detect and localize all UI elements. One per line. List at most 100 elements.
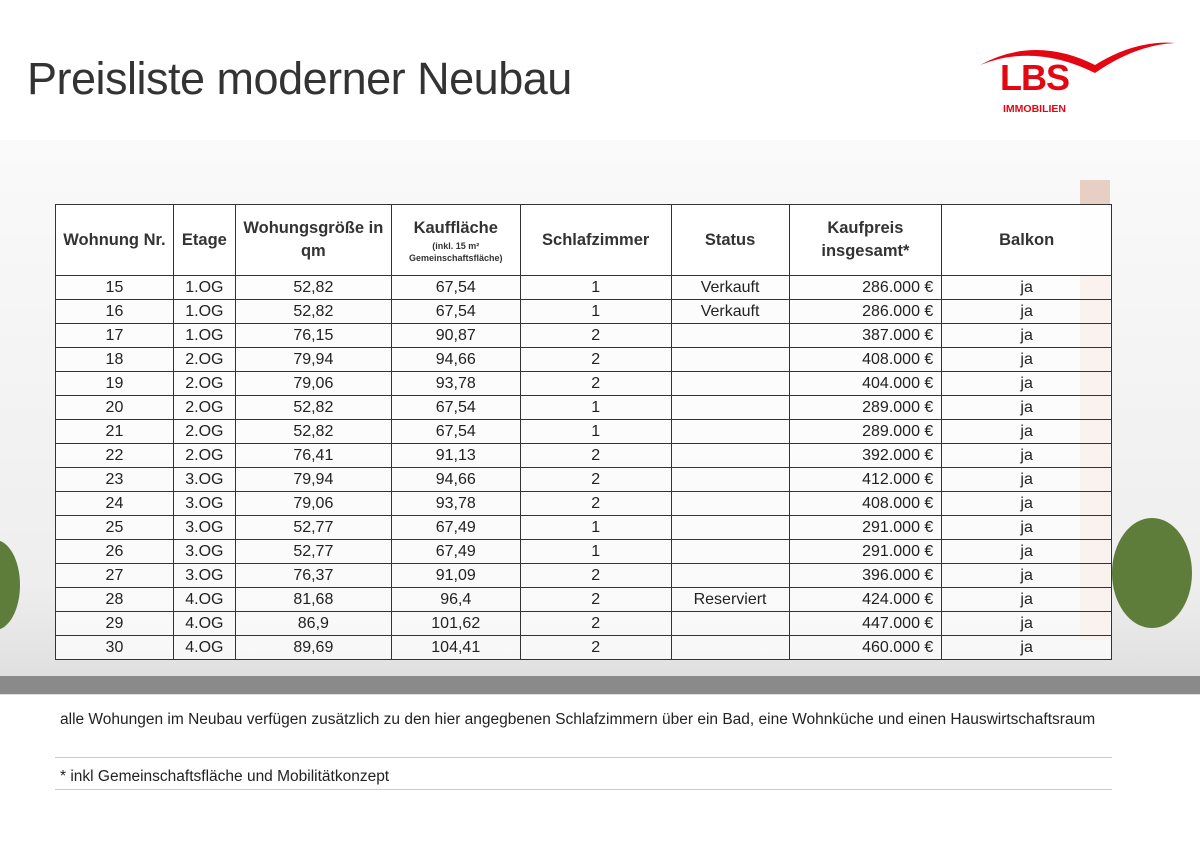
table-cell: 52,77 (234, 515, 392, 540)
table-cell: 93,78 (390, 491, 521, 516)
table-cell: 2.OG (172, 395, 236, 420)
table-cell: ja (941, 419, 1112, 444)
table-cell (670, 371, 790, 396)
table-cell: 3.OG (172, 491, 236, 516)
table-row: 28 4.OG 81,68 96,4 2 Reserviert 424.000 € ja (55, 587, 1112, 612)
table-cell: 79,94 (234, 347, 392, 372)
table-cell: 3.OG (172, 563, 236, 588)
table-cell: 286.000 € (788, 299, 943, 324)
table-cell: 2 (519, 491, 672, 516)
table-cell: 4.OG (172, 587, 236, 612)
table-row: 26 3.OG 52,77 67,49 1 291.000 € ja (55, 539, 1112, 564)
table-cell: 94,66 (390, 347, 521, 372)
table-cell: 96,4 (390, 587, 521, 612)
table-cell: ja (941, 491, 1112, 516)
table-cell: 2 (519, 347, 672, 372)
table-cell: 1 (519, 299, 672, 324)
footnote-rooms: alle Wohungen im Neubau verfügen zusätzl… (55, 708, 1112, 758)
table-cell (670, 467, 790, 492)
table-cell: 76,15 (234, 323, 392, 348)
table-cell (670, 563, 790, 588)
table-cell: 67,54 (390, 299, 521, 324)
table-cell: Reserviert (670, 587, 790, 612)
table-cell: 408.000 € (788, 491, 943, 516)
table-row: 27 3.OG 76,37 91,09 2 396.000 € ja (55, 563, 1112, 588)
table-cell: 76,37 (234, 563, 392, 588)
table-cell: 392.000 € (788, 443, 943, 468)
table-cell: 3.OG (172, 467, 236, 492)
table-row: 18 2.OG 79,94 94,66 2 408.000 € ja (55, 347, 1112, 372)
table-cell: 28 (55, 587, 174, 612)
table-cell: 86,9 (234, 611, 392, 636)
column-header: Wohungsgröße in qm (234, 204, 392, 276)
table-cell: 291.000 € (788, 539, 943, 564)
table-cell: 81,68 (234, 587, 392, 612)
table-cell: 89,69 (234, 635, 392, 660)
table-cell: ja (941, 299, 1112, 324)
table-cell: 20 (55, 395, 174, 420)
table-row: 23 3.OG 79,94 94,66 2 412.000 € ja (55, 467, 1112, 492)
table-cell: 94,66 (390, 467, 521, 492)
table-cell: 91,09 (390, 563, 521, 588)
table-cell: 2 (519, 323, 672, 348)
table-cell: 79,94 (234, 467, 392, 492)
table-cell: 1.OG (172, 299, 236, 324)
table-cell: 24 (55, 491, 174, 516)
price-table: Wohnung Nr. Etage Wohungsgröße in qm Kauffl… (55, 204, 1112, 660)
column-header-label: Kauffläche (413, 218, 498, 237)
table-cell: 25 (55, 515, 174, 540)
table-cell: 2.OG (172, 443, 236, 468)
table-cell: 289.000 € (788, 419, 943, 444)
column-header-label: Status (704, 230, 756, 249)
table-cell: 2 (519, 563, 672, 588)
table-row: 30 4.OG 89,69 104,41 2 460.000 € ja (55, 635, 1112, 660)
table-cell: 291.000 € (788, 515, 943, 540)
table-cell (670, 539, 790, 564)
table-cell: 2 (519, 587, 672, 612)
table-cell: 4.OG (172, 635, 236, 660)
table-cell: 1 (519, 395, 672, 420)
table-cell: ja (941, 395, 1112, 420)
column-header: Schlafzimmer (519, 204, 672, 276)
table-cell: 4.OG (172, 611, 236, 636)
table-cell: 67,49 (390, 539, 521, 564)
table-row: 16 1.OG 52,82 67,54 1 Verkauft 286.000 € ja (55, 299, 1112, 324)
table-cell: 16 (55, 299, 174, 324)
table-cell: 2.OG (172, 371, 236, 396)
table-cell: 90,87 (390, 323, 521, 348)
table-cell: 3.OG (172, 539, 236, 564)
table-cell: 52,82 (234, 299, 392, 324)
table-cell: ja (941, 323, 1112, 348)
table-cell: 1 (519, 539, 672, 564)
table-cell: 26 (55, 539, 174, 564)
table-cell: 286.000 € (788, 275, 943, 300)
table-cell: 289.000 € (788, 395, 943, 420)
table-cell: 424.000 € (788, 587, 943, 612)
table-cell: 27 (55, 563, 174, 588)
column-header-label: Kaufpreis insgesamt* (821, 219, 910, 260)
table-cell: 412.000 € (788, 467, 943, 492)
column-header-label: Balkon (999, 230, 1055, 249)
table-cell (670, 515, 790, 540)
table-cell: ja (941, 347, 1112, 372)
table-cell: 15 (55, 275, 174, 300)
table-row: 24 3.OG 79,06 93,78 2 408.000 € ja (55, 491, 1112, 516)
table-cell: 67,54 (390, 395, 521, 420)
table-row: 21 2.OG 52,82 67,54 1 289.000 € ja (55, 419, 1112, 444)
ground (0, 676, 1200, 694)
page-title: Preisliste moderner Neubau (27, 53, 572, 104)
table-row: 20 2.OG 52,82 67,54 1 289.000 € ja (55, 395, 1112, 420)
table-cell: ja (941, 275, 1112, 300)
table-cell: 1.OG (172, 275, 236, 300)
column-header-label: Wohungsgröße in qm (243, 219, 384, 260)
table-cell: 2 (519, 635, 672, 660)
table-cell: 67,49 (390, 515, 521, 540)
table-cell: 79,06 (234, 491, 392, 516)
table-cell: 2 (519, 371, 672, 396)
table-cell: 447.000 € (788, 611, 943, 636)
table-cell: 79,06 (234, 371, 392, 396)
table-cell: ja (941, 539, 1112, 564)
table-cell: 52,82 (234, 419, 392, 444)
table-cell: 18 (55, 347, 174, 372)
tree-illustration (0, 540, 20, 630)
